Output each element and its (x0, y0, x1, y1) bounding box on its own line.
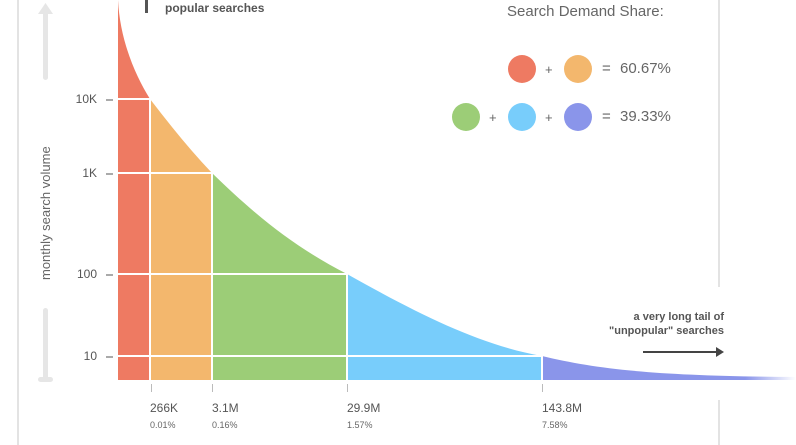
popular-searches-label: popular searches (165, 1, 265, 15)
plus-sign: + (545, 110, 553, 125)
legend-dot-green (452, 103, 480, 131)
x-tick-266k-pct: 0.01% (150, 420, 176, 430)
segment-green (212, 173, 347, 380)
x-tick-3-1m: 3.1M (212, 401, 239, 415)
y-tick-mark (106, 356, 113, 358)
legend-dot-purple (564, 103, 592, 131)
equals-sign: = (602, 108, 611, 125)
long-tail-label-line2: "unpopular" searches (609, 325, 724, 337)
y-tick-100: 100 (76, 267, 97, 281)
y-axis-up-arrow-icon (38, 3, 53, 80)
x-tick-3-1m-pct: 0.16% (212, 420, 238, 430)
x-tick-mark (151, 384, 152, 392)
x-tick-mark (542, 384, 543, 392)
equals-sign: = (602, 60, 611, 77)
plus-sign: + (489, 110, 497, 125)
y-tick-1k: 1K (82, 166, 97, 180)
x-tick-143-8m-pct: 7.58% (542, 420, 568, 430)
legend-title: Search Demand Share: (507, 3, 664, 20)
right-frame-line-bottom (718, 400, 720, 445)
legend-dot-red (508, 55, 536, 83)
left-frame-line (17, 0, 19, 445)
legend-dot-blue (508, 103, 536, 131)
y-tick-mark (106, 274, 113, 276)
plus-sign: + (545, 62, 553, 77)
x-tick-mark (212, 384, 213, 392)
y-tick-10k: 10K (75, 92, 97, 106)
x-tick-266k: 266K (150, 401, 179, 415)
long-tail-label-line1: a very long tail of (633, 311, 724, 323)
y-tick-mark (106, 173, 113, 175)
right-frame-line-top (718, 0, 720, 287)
segment-orange (150, 99, 212, 380)
x-tick-mark (347, 384, 348, 392)
segment-blue (347, 274, 542, 380)
y-tick-10: 10 (83, 349, 97, 363)
x-tick-143-8m: 143.8M (542, 401, 583, 415)
y-tick-mark (106, 99, 113, 101)
x-tick-29-9m-pct: 1.57% (347, 420, 373, 430)
segment-purple (542, 356, 796, 380)
share-top-value: 60.67% (620, 60, 671, 77)
y-axis-base-icon (38, 308, 53, 382)
segment-red (118, 0, 150, 380)
legend-dot-orange (564, 55, 592, 83)
share-bottom-value: 39.33% (620, 108, 671, 125)
x-tick-29-9m: 29.9M (347, 401, 381, 415)
